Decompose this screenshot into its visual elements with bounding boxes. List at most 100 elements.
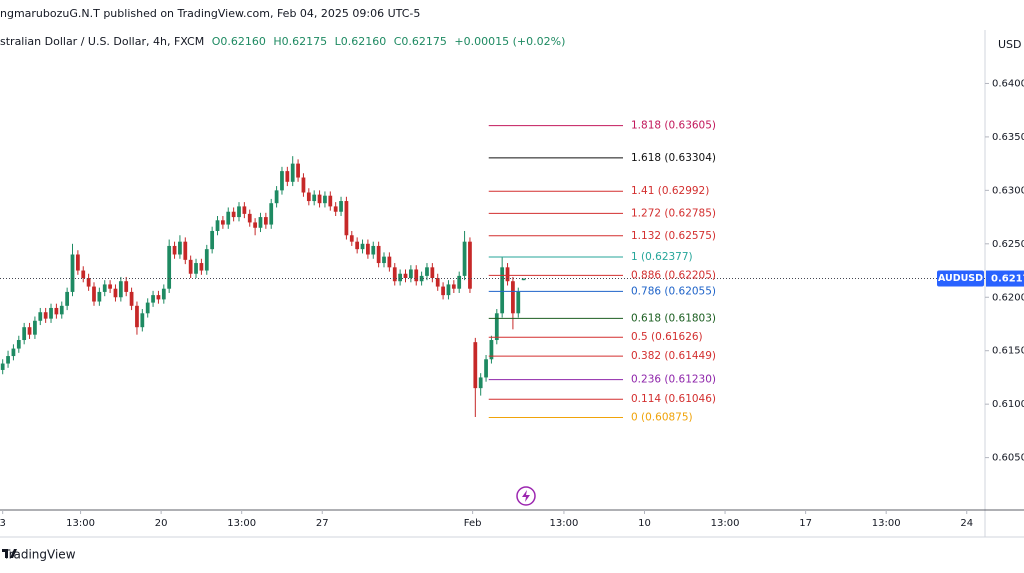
candle-body [274, 190, 279, 204]
x-tick-label: 13:00 [66, 518, 95, 529]
candle-body [156, 295, 161, 300]
candle-body [446, 284, 451, 296]
replay-icon[interactable] [516, 486, 536, 506]
candle-body [301, 177, 306, 193]
candle-body [462, 241, 467, 276]
y-tick-label: 0.6100 [992, 399, 1024, 410]
candle-body [323, 195, 327, 204]
close-text: C0.62175 [394, 35, 447, 48]
candle-body [178, 241, 182, 255]
candle-body [151, 295, 155, 303]
candle-body [188, 259, 193, 274]
y-tick-label: 0.6300 [992, 185, 1024, 196]
candle-body [242, 206, 247, 214]
candle-body [129, 291, 134, 306]
y-tick-label: 0.6200 [992, 292, 1024, 303]
candle-body [59, 305, 64, 315]
candle-body [414, 269, 419, 282]
candle-body [65, 291, 70, 306]
candle-body [70, 254, 75, 292]
x-tick-label: 13:00 [711, 518, 740, 529]
candle-body [75, 254, 80, 271]
candle-body [408, 269, 413, 279]
candle-body [102, 284, 107, 292]
candle-body [430, 267, 435, 279]
x-tick-label: 10 [638, 518, 651, 529]
candle-body [521, 278, 526, 281]
candle-body [366, 243, 370, 255]
candle-body [253, 222, 257, 228]
price-tag: 0.62175 [991, 274, 1024, 285]
candle-body [135, 305, 139, 328]
candle-body [500, 267, 505, 314]
candle-body [27, 327, 32, 335]
candle-body [97, 291, 102, 302]
high-text: H0.62175 [273, 35, 327, 48]
candle-body [392, 267, 397, 282]
candle-body [210, 230, 215, 250]
candle-body [140, 313, 145, 328]
candle-body [49, 307, 53, 319]
candle-body [478, 377, 483, 389]
candle-body [484, 359, 488, 378]
candle-body [92, 286, 96, 302]
y-tick-label: 0.6250 [992, 239, 1024, 250]
x-tick-label: 24 [960, 518, 973, 529]
candle-body [382, 256, 386, 264]
candle-body [511, 281, 515, 314]
publisher-line: ngmarubozuG.N.T published on TradingView… [0, 7, 420, 20]
x-tick-label: 13:00 [227, 518, 256, 529]
candle-body [349, 235, 354, 242]
candle-body [360, 243, 365, 250]
candle-body [473, 342, 478, 389]
candle-body [328, 195, 333, 207]
candle-body [145, 302, 150, 314]
candle-body [54, 307, 59, 315]
candle-body [16, 340, 21, 349]
candle-body [167, 245, 172, 289]
candle-body [435, 278, 440, 287]
fib-level-label: 0.382 (0.61449) [631, 350, 716, 362]
candle-body [231, 211, 236, 218]
candle-body [312, 194, 317, 202]
candle-body [237, 206, 241, 218]
candle-body [425, 267, 429, 276]
candle-body [38, 312, 43, 321]
fib-level-label: 1.41 (0.62992) [631, 185, 709, 197]
candle-body [0, 363, 5, 370]
x-tick-label: 13:00 [550, 518, 579, 529]
candle-body [11, 348, 16, 357]
x-tick-label: 20 [155, 518, 168, 529]
candle-body [6, 356, 10, 364]
fib-level-label: 0.114 (0.61046) [631, 393, 716, 405]
brand-logo [2, 549, 17, 558]
candle-body [221, 220, 225, 225]
x-tick-label: 13:00 [872, 518, 901, 529]
symbol-tag: AUDUSD [938, 273, 983, 284]
candle-body [43, 312, 48, 319]
fib-level-label: 0.886 (0.62205) [631, 269, 716, 281]
symbol-info: stralian Dollar / U.S. Dollar, 4h, FXCM … [0, 35, 565, 48]
candle-body [215, 220, 220, 231]
currency-label: USD [998, 38, 1022, 51]
logo-mark [2, 549, 17, 558]
candle-body [494, 313, 499, 341]
fib-level-label: 0.786 (0.62055) [631, 285, 716, 297]
candle-body [183, 241, 188, 260]
candle-body [22, 327, 27, 341]
candle-body [296, 163, 300, 178]
plot-area [0, 156, 526, 417]
candle-body [124, 281, 129, 292]
y-tick-label: 0.6050 [992, 453, 1024, 464]
candle-body [398, 273, 403, 282]
candle-body [419, 275, 424, 282]
symbol: stralian Dollar / U.S. Dollar, 4h, FXCM [0, 35, 204, 48]
candle-body [371, 245, 376, 255]
candle-body [339, 201, 343, 212]
candle-body [403, 273, 408, 279]
x-tick-label: Feb [464, 518, 482, 529]
candle-body [516, 291, 521, 314]
fib-level-label: 1.132 (0.62575) [631, 230, 716, 242]
candle-body [199, 263, 204, 271]
